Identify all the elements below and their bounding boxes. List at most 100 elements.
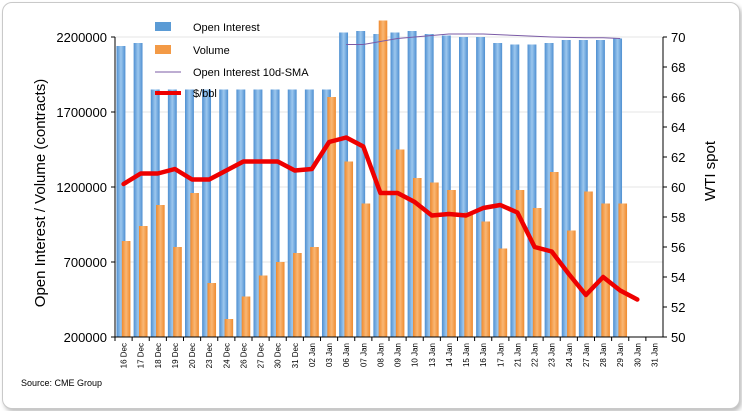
x-tick-label: 17 Jan	[496, 343, 505, 367]
bar-open-interest	[236, 89, 246, 337]
bar-open-interest	[304, 89, 314, 337]
y-right-tick-label: 56	[671, 240, 685, 255]
bar-open-interest	[476, 37, 486, 337]
bar-volume	[310, 247, 319, 337]
bar-open-interest	[339, 32, 349, 337]
legend-label-price: $/bbl	[193, 88, 217, 100]
bar-open-interest	[287, 89, 297, 337]
line-open-interest-sma	[346, 33, 621, 45]
bar-volume	[498, 248, 508, 337]
bar-open-interest	[527, 44, 537, 337]
legend-label-sma: Open Interest 10d-SMA	[193, 67, 309, 79]
x-tick-label: 24 Dec	[222, 343, 231, 368]
bar-open-interest	[322, 89, 331, 337]
y-right-tick-label: 54	[671, 270, 685, 285]
y-right-tick-label: 58	[671, 210, 685, 225]
bar-open-interest	[185, 89, 194, 337]
legend-swatch-volume	[155, 45, 171, 54]
bar-open-interest	[441, 35, 451, 337]
line-layer	[121, 33, 640, 302]
bar-volume	[430, 182, 439, 337]
x-tick-label: 14 Jan	[445, 343, 454, 367]
bar-open-interest	[150, 89, 160, 337]
x-tick-label: 27 Dec	[257, 343, 266, 368]
bar-volume	[344, 161, 354, 337]
x-tick-label: 19 Dec	[171, 343, 180, 368]
bar-volume	[241, 296, 251, 337]
legend-swatch-open-interest	[155, 22, 171, 31]
bar-volume	[121, 241, 131, 337]
bar-volume	[618, 203, 628, 337]
x-tick-label: 18 Dec	[154, 343, 163, 368]
axes-layer: 2200000 1700000 1200000 700000 200000 70 68 66 6…	[56, 30, 685, 368]
x-tick-label: 22 Jan	[531, 343, 540, 367]
x-tick-label: 28 Jan	[599, 343, 608, 367]
x-tick-label: 27 Jan	[582, 343, 591, 367]
x-tick-label: 16 Dec	[120, 343, 129, 368]
bar-volume	[378, 20, 388, 337]
bar-open-interest	[270, 89, 280, 337]
x-tick-label: 13 Jan	[428, 343, 437, 367]
bar-volume	[293, 253, 302, 337]
bar-volume	[515, 190, 525, 337]
bar-volume	[275, 262, 285, 337]
y-left-tick-label: 1200000	[56, 180, 107, 195]
bar-open-interest	[133, 43, 143, 337]
x-tick-label: 31 Dec	[291, 343, 300, 368]
source-note: Source: CME Group	[21, 378, 102, 388]
y-right-tick-label: 68	[671, 60, 685, 75]
bar-open-interest	[493, 43, 503, 337]
y-left-axis-title: Open Interest / Volume (contracts)	[32, 79, 49, 307]
bar-open-interest	[459, 37, 468, 337]
bar-layer	[116, 20, 628, 337]
y-right-tick-label: 64	[671, 120, 685, 135]
bar-open-interest	[407, 31, 417, 337]
y-right-axis-title: WTI spot	[702, 140, 719, 201]
x-tick-label: 29 Jan	[616, 343, 625, 367]
bar-open-interest	[219, 89, 229, 337]
bar-volume	[447, 190, 456, 337]
y-right-tick-label: 70	[671, 30, 685, 45]
y-left-tick-label: 200000	[64, 330, 107, 345]
y-left-tick-label: 2200000	[56, 30, 107, 45]
y-right-tick-label: 60	[671, 180, 685, 195]
bar-volume	[173, 247, 182, 337]
bar-volume	[156, 205, 165, 337]
x-tick-label: 06 Jan	[342, 343, 351, 367]
bar-open-interest	[596, 40, 605, 337]
bar-open-interest	[613, 38, 623, 337]
y-left-tick-label: 700000	[64, 255, 107, 270]
bar-volume	[567, 230, 576, 337]
x-tick-label: 08 Jan	[376, 343, 385, 367]
bar-volume	[327, 97, 336, 337]
legend-label-volume: Volume	[193, 45, 230, 57]
bar-open-interest	[202, 89, 212, 337]
y-right-tick-label: 50	[671, 330, 685, 345]
x-tick-label: 02 Jan	[308, 343, 317, 367]
bar-volume	[395, 149, 405, 337]
chart-canvas: 2200000 1700000 1200000 700000 200000 70 68 66 6…	[21, 20, 719, 388]
x-tick-label: 10 Jan	[411, 343, 420, 367]
bar-volume	[412, 178, 422, 337]
x-tick-label: 17 Dec	[137, 343, 146, 368]
bar-open-interest	[116, 46, 126, 337]
y-left-tick-label: 1700000	[56, 105, 107, 120]
bar-open-interest	[253, 89, 263, 337]
bar-volume	[532, 208, 542, 337]
x-tick-label: 07 Jan	[359, 343, 368, 367]
x-tick-label: 23 Jan	[548, 343, 557, 367]
x-tick-label: 23 Dec	[205, 343, 214, 368]
bar-open-interest	[510, 44, 520, 337]
bar-volume	[258, 275, 268, 337]
x-tick-label: 26 Dec	[239, 343, 248, 368]
line-wti-price	[121, 135, 640, 302]
x-tick-label: 24 Jan	[565, 343, 574, 367]
bar-volume	[138, 226, 148, 337]
bar-open-interest	[390, 32, 400, 337]
y-right-tick-label: 62	[671, 150, 685, 165]
x-tick-label: 03 Jan	[325, 343, 334, 367]
x-tick-label: 21 Jan	[513, 343, 522, 367]
x-tick-label: 31 Jan	[650, 343, 659, 367]
bar-open-interest	[424, 34, 434, 337]
